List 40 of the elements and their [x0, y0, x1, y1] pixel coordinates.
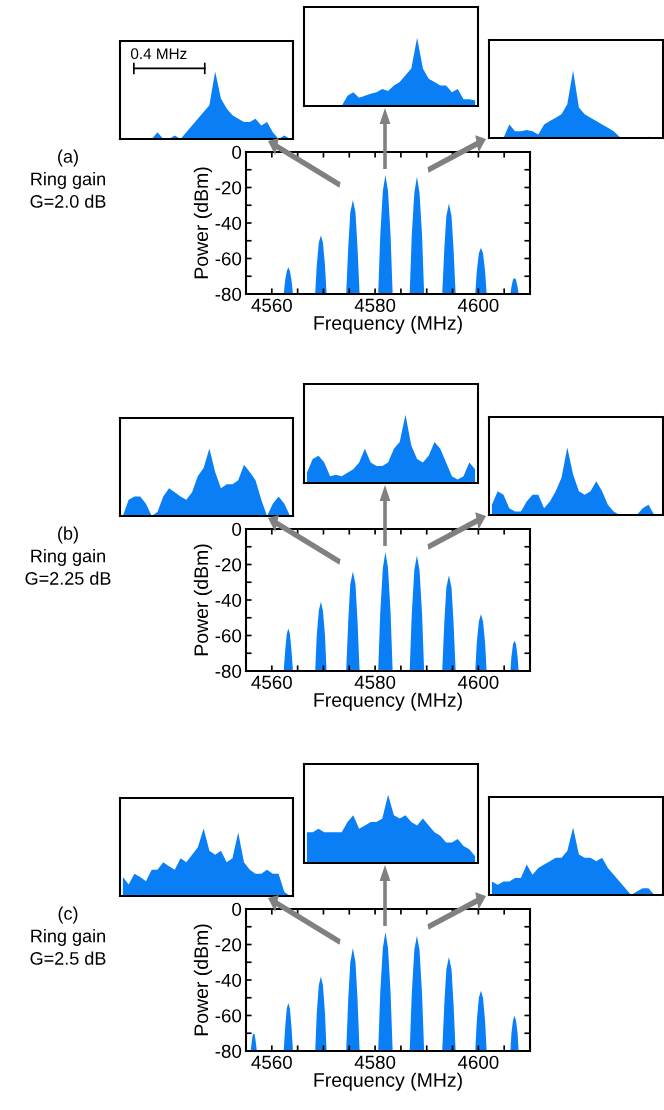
- text: (a): [58, 149, 78, 167]
- x-tick-label: 4580: [354, 1055, 396, 1069]
- y-tick-label: -20: [215, 558, 242, 572]
- text: 0.4 MHz: [130, 48, 187, 60]
- x-tick-label: 4560: [251, 1055, 292, 1069]
- y-tick-label: -20: [215, 181, 242, 195]
- x-axis-title: Frequency (MHz): [314, 315, 462, 334]
- text: Ring gain: [31, 929, 105, 946]
- x-axis-title: Frequency (MHz): [314, 1072, 462, 1091]
- text: G=2.0 dB: [30, 194, 106, 208]
- y-tick-label: -40: [215, 973, 242, 987]
- x-tick-label: 4600: [457, 298, 499, 312]
- x-tick-label: 4560: [251, 298, 292, 312]
- y-tick-label: 0: [232, 522, 242, 536]
- y-tick-label: -60: [215, 1009, 242, 1023]
- text: Ring gain: [31, 549, 105, 566]
- y-tick-label: -80: [215, 664, 242, 678]
- x-tick-label: 4580: [354, 675, 396, 689]
- text: (c): [58, 906, 78, 924]
- y-tick-label: -40: [215, 593, 242, 607]
- x-tick-label: 4560: [251, 675, 292, 689]
- text: Ring gain: [31, 172, 105, 189]
- y-tick-label: -40: [215, 216, 242, 230]
- x-tick-label: 4600: [457, 1055, 499, 1069]
- y-axis-title: Power (dBm): [193, 167, 212, 279]
- x-tick-label: 4600: [457, 675, 499, 689]
- y-tick-label: -60: [215, 629, 242, 643]
- text: G=2.5 dB: [30, 951, 106, 965]
- y-tick-label: 0: [232, 145, 242, 159]
- text: G=2.25 dB: [25, 571, 111, 585]
- y-tick-label: 0: [232, 902, 242, 916]
- text: (b): [58, 526, 78, 544]
- y-tick-label: -20: [215, 938, 242, 952]
- x-tick-label: 4580: [354, 298, 396, 312]
- y-tick-label: -80: [215, 1044, 242, 1058]
- y-tick-label: -60: [215, 252, 242, 266]
- y-tick-label: -80: [215, 287, 242, 301]
- y-axis-title: Power (dBm): [193, 924, 212, 1036]
- x-axis-title: Frequency (MHz): [314, 692, 462, 711]
- y-axis-title: Power (dBm): [193, 544, 212, 656]
